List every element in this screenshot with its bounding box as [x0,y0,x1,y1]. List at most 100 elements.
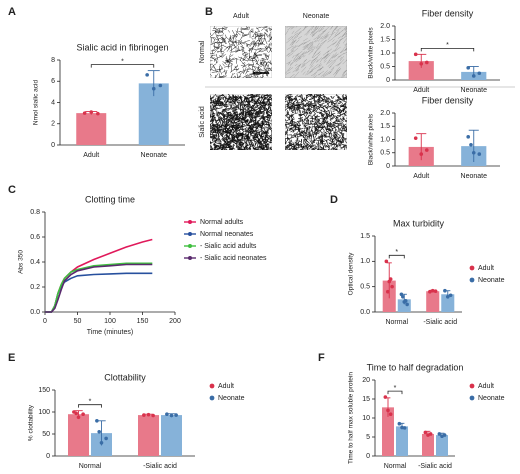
fiber [321,149,323,150]
fiber [265,61,269,67]
fiber [250,103,256,110]
fiber [330,67,335,73]
fiber [239,138,244,142]
fiber [295,32,299,36]
fiber [210,135,211,137]
fiber [215,31,223,33]
y-axis-label: Black/white pixels [368,113,375,165]
fiber [244,109,247,117]
fiber [253,109,257,112]
fiber [214,47,220,53]
legend-marker [188,232,192,236]
fiber [291,39,297,46]
fiber [214,73,219,78]
fiber [345,48,347,52]
fiber [294,27,302,34]
fiber [256,122,263,127]
data-point [384,259,389,264]
fiber [255,111,261,114]
fiber [311,95,317,98]
fiber [342,136,345,143]
fiber [335,141,337,145]
fiber [295,39,300,44]
chart-title: Max turbidity [393,218,445,228]
fiber [245,69,249,75]
data-point [97,430,101,434]
fiber [210,111,211,113]
fiber [299,29,305,33]
fiber [292,47,299,53]
data-point [466,135,471,139]
bar [161,415,182,456]
fiber [246,94,250,97]
fiber [244,52,246,56]
fiber [309,140,313,144]
fiber [237,118,240,122]
data-point [477,152,482,156]
fiber [248,49,253,51]
fiber [320,138,323,144]
data-point [443,288,447,293]
fiber [211,124,215,129]
fiber [232,36,235,42]
fiber [214,74,217,78]
fiber [319,140,322,143]
fiber [307,131,310,137]
data-point [158,83,163,88]
fiber [260,108,265,110]
fiber [262,138,269,141]
fiber [219,129,222,132]
fiber [292,98,296,100]
fiber [288,104,292,110]
fiber [285,138,287,144]
fiber [337,118,340,123]
fiber [334,42,341,47]
fiber [294,45,298,49]
y-axis-label: Optical density [348,252,355,295]
fiber [236,73,238,78]
fiber [220,118,224,122]
fiber [267,64,269,70]
fiber [313,74,316,77]
fiber [220,128,226,130]
bar [397,299,411,312]
fiber [334,55,342,61]
fiber [211,134,215,139]
fiber [313,75,318,78]
fiber [291,113,294,118]
fiber [312,146,315,149]
fiber [264,141,267,144]
fiber [265,100,269,104]
fiber [338,124,342,126]
legend-label: - Sialic acid neonates [200,255,267,262]
fiber [210,137,211,139]
fiber [213,107,216,111]
fiber [333,109,339,112]
fiber [271,98,272,99]
fiber [340,112,346,116]
fiber [335,147,338,150]
fiber [261,142,264,148]
fiber [298,104,301,107]
fiber [244,115,248,120]
fiber [235,34,238,39]
fiber [302,43,310,51]
fiber [289,146,293,150]
bar [408,61,434,80]
micrograph [210,26,272,78]
fiber [235,30,241,36]
fiber [333,32,341,39]
fiber [253,40,257,46]
fiber [341,143,347,147]
fiber [302,103,304,108]
fiber [303,46,309,50]
fiber [344,43,347,46]
fiber [295,96,298,102]
data-point [430,288,435,293]
data-point [390,284,394,289]
fiber [343,51,347,55]
fiber [250,126,255,129]
data-point [471,150,476,155]
fiber [215,69,219,73]
fiber [220,42,222,49]
